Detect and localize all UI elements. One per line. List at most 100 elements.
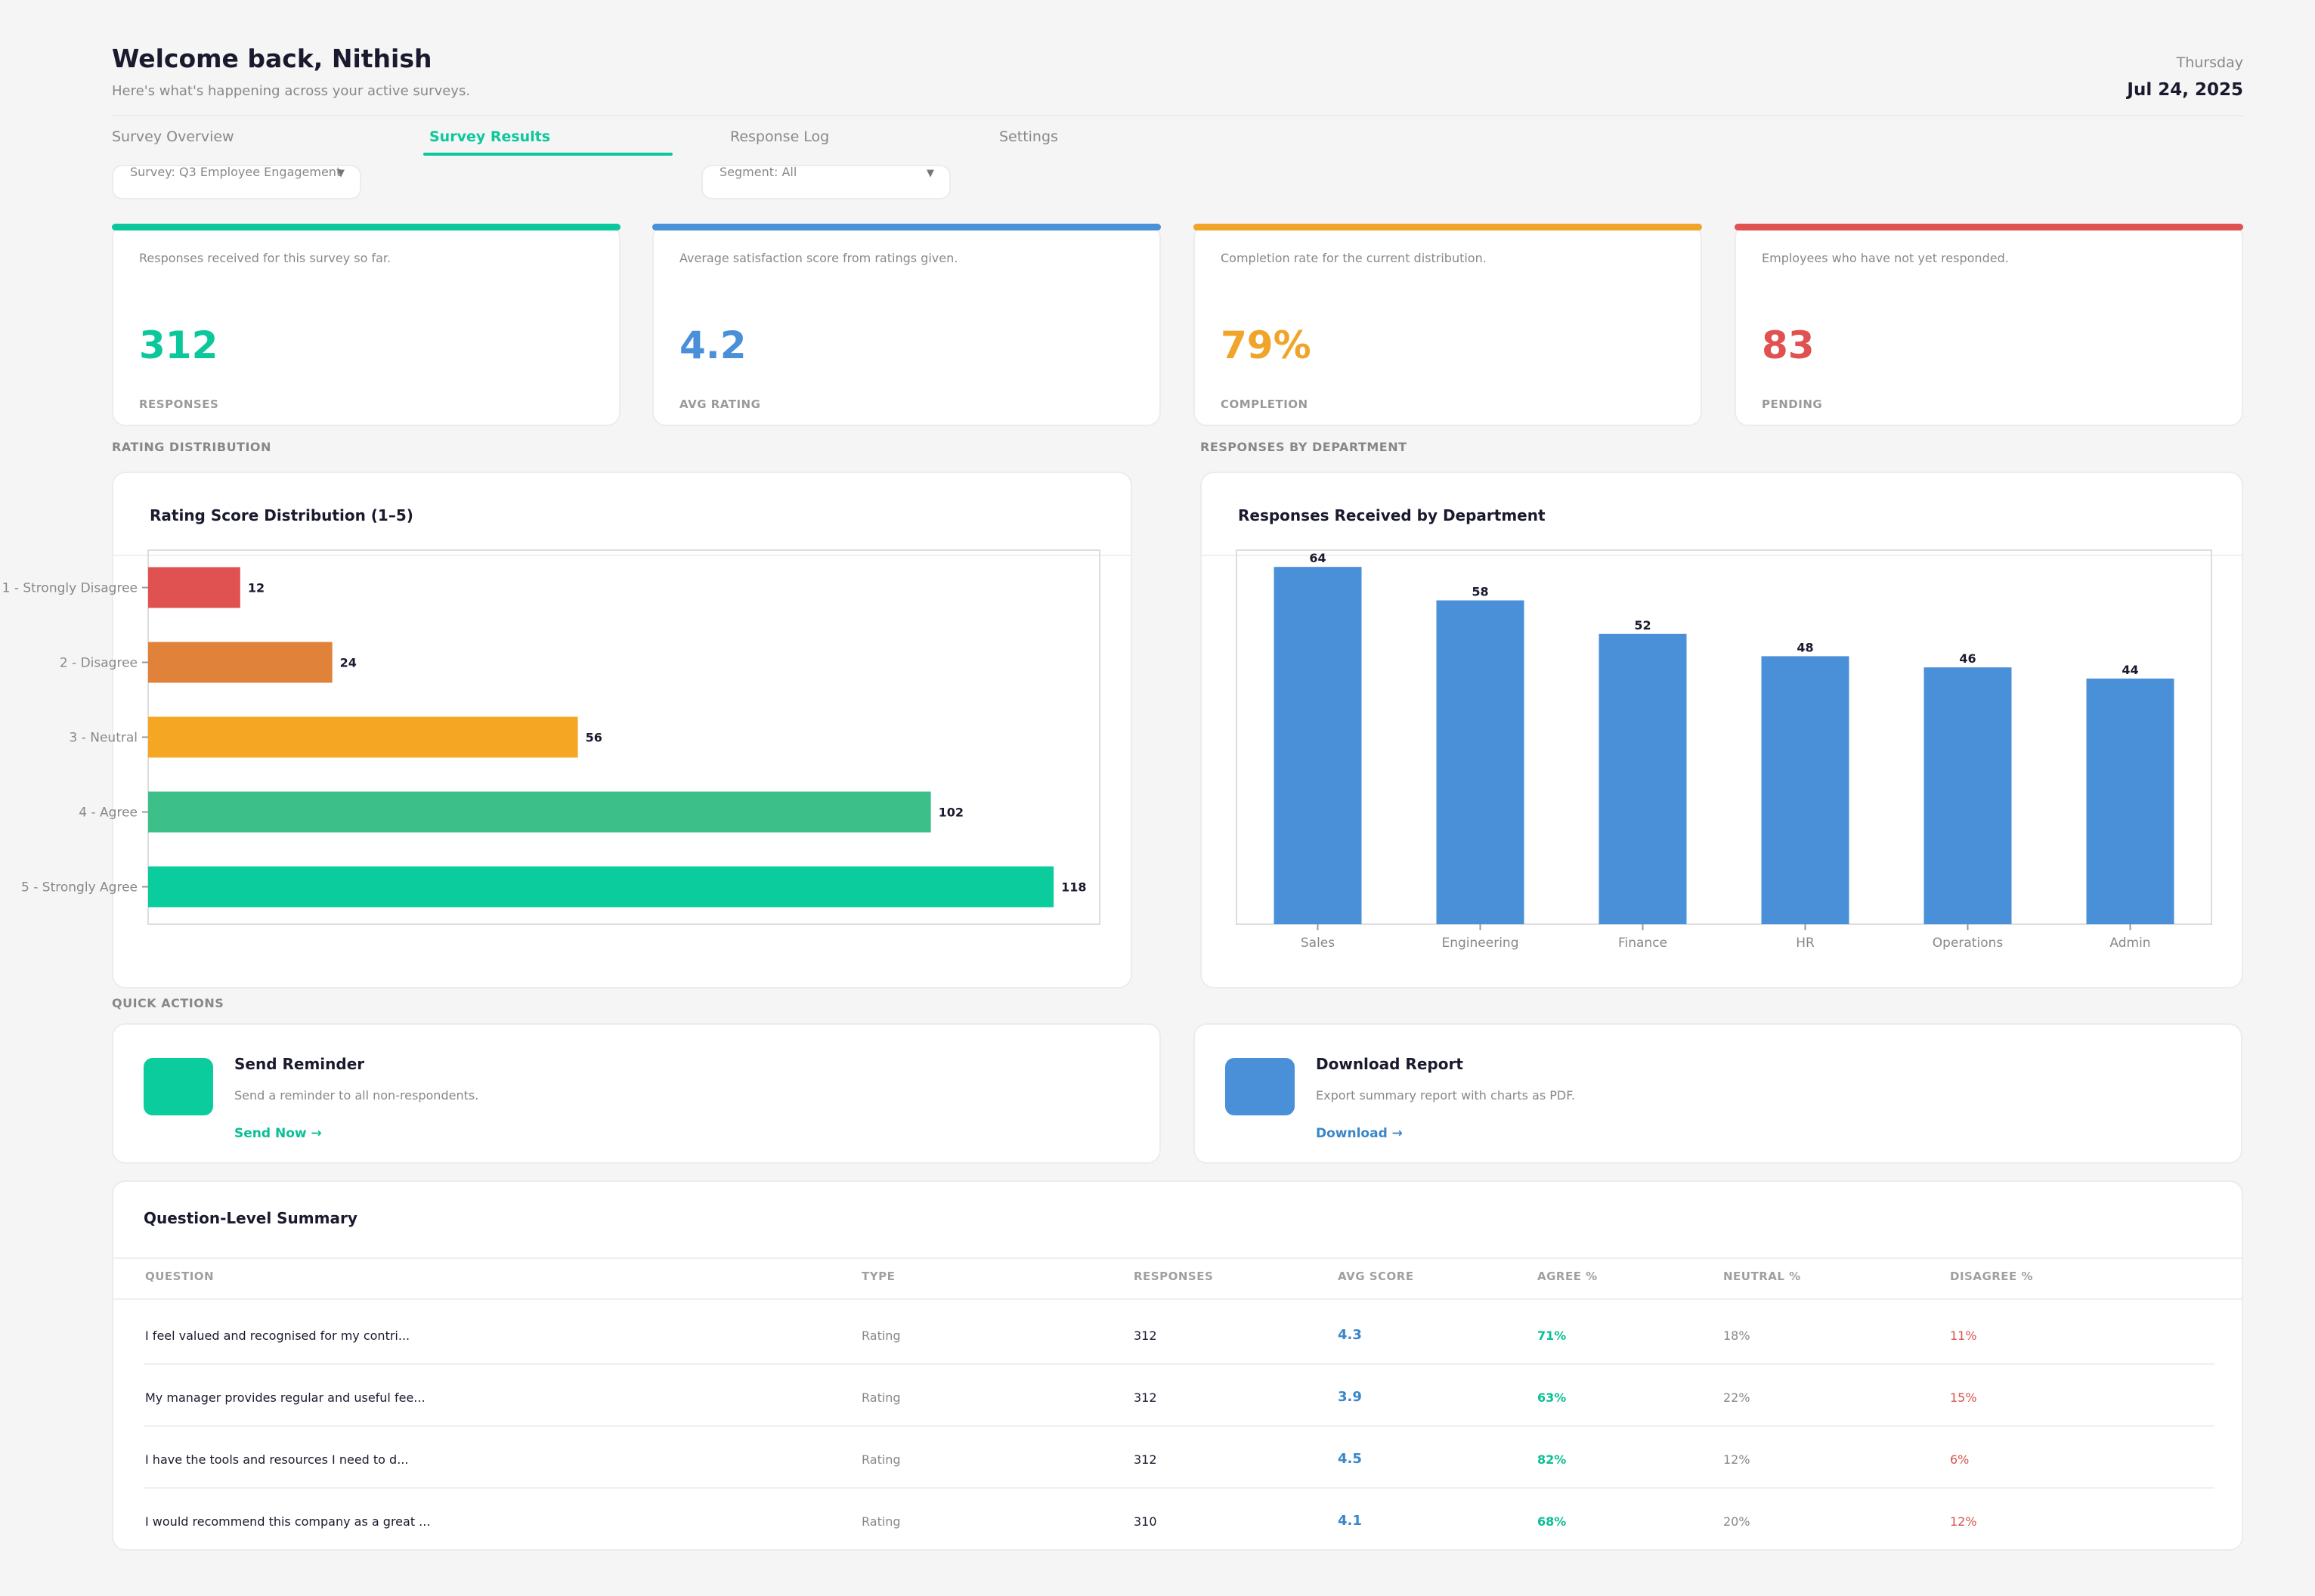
kpi-accent-bar (1193, 224, 1702, 230)
y-tick-label: 3 - Neutral (69, 731, 138, 746)
data-label: 64 (1309, 551, 1326, 565)
kpi-card-responses: Responses received for this survey so fa… (112, 224, 621, 426)
rating-bar (148, 716, 578, 758)
data-label: 58 (1472, 584, 1488, 598)
col-header-question: QUESTION (145, 1270, 215, 1283)
kpi-card-pending: Employees who have not yet responded. 83… (1735, 224, 2243, 426)
segment-select-value: Segment: All (720, 165, 797, 179)
row-divider (144, 1363, 2214, 1365)
tab-survey-results[interactable]: Survey Results (429, 128, 551, 145)
send-now-link[interactable]: Send Now → (234, 1126, 322, 1141)
page-title: Welcome back, Nithish (112, 44, 432, 73)
download-link[interactable]: Download → (1316, 1126, 1403, 1141)
cell-avg-score: 3.9 (1338, 1389, 1362, 1405)
current-date: Jul 24, 2025 (2127, 80, 2243, 100)
action-title: Download Report (1316, 1055, 1463, 1073)
x-tick-label: Admin (2109, 936, 2150, 951)
x-tick-label: HR (1796, 936, 1815, 951)
page-subtitle: Here's what's happening across your acti… (112, 83, 471, 99)
kpi-accent-bar (112, 224, 621, 230)
table-header-divider (113, 1298, 2242, 1300)
department-bar (1923, 667, 2012, 924)
department-bar (2086, 678, 2174, 924)
download-icon (1225, 1058, 1295, 1115)
cell-disagree: 11% (1950, 1328, 1977, 1343)
action-description: Send a reminder to all non-respondents. (234, 1088, 479, 1103)
current-day: Thursday (2176, 54, 2243, 71)
table-divider (113, 1257, 2242, 1259)
kpi-caption: RESPONSES (139, 397, 219, 411)
active-tab-indicator (423, 153, 673, 156)
row-divider (144, 1487, 2214, 1489)
y-tick-label: 2 - Disagree (60, 656, 138, 671)
kpi-value: 4.2 (679, 323, 747, 367)
row-divider (144, 1425, 2214, 1427)
tab-survey-overview[interactable]: Survey Overview (112, 128, 234, 145)
cell-neutral: 18% (1723, 1328, 1750, 1343)
cell-avg-score: 4.5 (1338, 1451, 1362, 1467)
action-description: Export summary report with charts as PDF… (1316, 1088, 1575, 1103)
chart-title: Responses Received by Department (1238, 506, 1546, 524)
tab-settings[interactable]: Settings (999, 128, 1058, 145)
y-tick-label: 4 - Agree (79, 806, 138, 821)
survey-select-value: Survey: Q3 Employee Engagement (130, 165, 342, 179)
cell-type: Rating (862, 1328, 901, 1343)
cell-responses: 310 (1134, 1514, 1157, 1529)
department-bar (1761, 656, 1849, 924)
header-divider (112, 115, 2243, 116)
data-label: 102 (939, 806, 964, 820)
col-header-disagree: DISAGREE % (1950, 1270, 2034, 1283)
section-label-quick-actions: QUICK ACTIONS (112, 996, 224, 1010)
data-label: 12 (248, 581, 265, 595)
data-label: 56 (586, 731, 602, 745)
chart-divider (113, 555, 1131, 556)
cell-disagree: 12% (1950, 1514, 1977, 1529)
chart-divider (1202, 555, 2242, 556)
kpi-value: 79% (1221, 323, 1311, 367)
send-reminder-card: Send Reminder Send a reminder to all non… (112, 1023, 1161, 1164)
cell-agree: 63% (1537, 1390, 1567, 1405)
kpi-caption: PENDING (1762, 397, 1823, 411)
cell-responses: 312 (1134, 1390, 1157, 1405)
x-tick-label: Operations (1933, 936, 2004, 951)
chart-title: Rating Score Distribution (1–5) (150, 506, 413, 524)
download-report-card: Download Report Export summary report wi… (1193, 1023, 2242, 1164)
department-responses-chart: Sales 64 Engineering 58 Finance 52 HR 48 Operati… (1236, 549, 2212, 951)
tab-response-log[interactable]: Response Log (730, 128, 830, 145)
x-tick-label: Finance (1618, 936, 1667, 951)
data-label: 48 (1797, 640, 1813, 654)
kpi-value: 312 (139, 323, 218, 367)
col-header-neutral: NEUTRAL % (1723, 1270, 1801, 1283)
cell-agree: 71% (1537, 1328, 1567, 1343)
kpi-caption: COMPLETION (1221, 397, 1308, 411)
cell-neutral: 22% (1723, 1390, 1750, 1405)
section-label-department: RESPONSES BY DEPARTMENT (1200, 440, 1407, 454)
cell-responses: 312 (1134, 1328, 1157, 1343)
rating-bar (148, 791, 931, 833)
kpi-accent-bar (652, 224, 1161, 230)
cell-question: I have the tools and resources I need to… (145, 1452, 409, 1467)
survey-select[interactable]: Survey: Q3 Employee Engagement ▼ (112, 165, 361, 200)
cell-avg-score: 4.1 (1338, 1513, 1362, 1529)
action-title: Send Reminder (234, 1055, 365, 1073)
kpi-card-avg-rating: Average satisfaction score from ratings … (652, 224, 1161, 426)
col-header-responses: RESPONSES (1134, 1270, 1214, 1283)
kpi-description: Completion rate for the current distribu… (1221, 251, 1487, 265)
department-chart-card: Responses Received by Department (1200, 472, 2243, 988)
segment-select[interactable]: Segment: All ▼ (701, 165, 951, 200)
kpi-accent-bar (1735, 224, 2243, 230)
cell-disagree: 15% (1950, 1390, 1977, 1405)
cell-neutral: 12% (1723, 1452, 1750, 1467)
col-header-type: TYPE (862, 1270, 896, 1283)
kpi-description: Employees who have not yet responded. (1762, 251, 2009, 265)
rating-distribution-chart: 1 - Strongly Disagree 12 2 - Disagree 24 3 -… (2, 549, 1100, 925)
table-title: Question-Level Summary (144, 1209, 357, 1227)
cell-neutral: 20% (1723, 1514, 1750, 1529)
department-bar (1274, 567, 1362, 924)
cell-type: Rating (862, 1514, 901, 1529)
data-label: 118 (1061, 880, 1086, 895)
cell-agree: 82% (1537, 1452, 1567, 1467)
y-tick-label: 1 - Strongly Disagree (2, 581, 138, 596)
kpi-card-completion: Completion rate for the current distribu… (1193, 224, 1702, 426)
section-label-rating: RATING DISTRIBUTION (112, 440, 271, 454)
